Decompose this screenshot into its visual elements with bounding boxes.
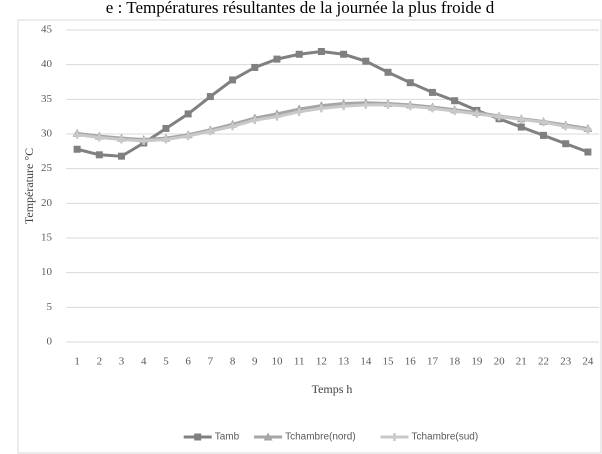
x-tick-label: 5 xyxy=(163,356,169,368)
legend-item: Tamb xyxy=(183,432,240,443)
marker xyxy=(340,50,348,58)
marker xyxy=(273,55,281,63)
marker xyxy=(251,63,259,71)
x-tick-label: 11 xyxy=(294,356,305,368)
y-tick-label: 15 xyxy=(41,232,53,244)
y-tick-label: 0 xyxy=(47,336,53,348)
marker xyxy=(561,122,570,131)
x-tick-label: 19 xyxy=(471,356,483,368)
x-tick-label: 24 xyxy=(582,356,594,368)
marker xyxy=(317,104,326,113)
marker xyxy=(95,151,103,159)
marker xyxy=(539,131,547,139)
marker xyxy=(451,97,459,105)
marker xyxy=(583,125,592,134)
y-tick-label: 25 xyxy=(41,162,53,174)
y-tick-label: 5 xyxy=(47,301,53,313)
marker xyxy=(384,100,393,109)
y-axis-title: Température °C xyxy=(22,148,36,224)
marker xyxy=(73,130,82,139)
x-axis-title: Temps h xyxy=(312,382,353,396)
x-tick-label: 2 xyxy=(97,356,103,368)
y-tick-label: 10 xyxy=(41,266,53,278)
x-tick-label: 17 xyxy=(427,356,439,368)
x-tick-label: 3 xyxy=(119,356,125,368)
marker xyxy=(206,127,215,136)
marker xyxy=(472,109,481,118)
x-tick-label: 7 xyxy=(208,356,214,368)
x-tick-label: 12 xyxy=(316,356,327,368)
x-tick-label: 21 xyxy=(516,356,527,368)
marker xyxy=(339,102,348,111)
marker xyxy=(362,57,370,65)
marker xyxy=(495,112,504,121)
y-tick-label: 45 xyxy=(41,24,53,36)
marker xyxy=(517,123,525,131)
marker xyxy=(161,135,170,144)
marker xyxy=(184,132,193,141)
x-tick-label: 6 xyxy=(185,356,191,368)
series-line xyxy=(76,49,589,158)
x-tick-label: 1 xyxy=(74,356,80,368)
x-tick-label: 18 xyxy=(449,356,461,368)
legend-item: Tchambre(nord) xyxy=(254,432,356,443)
marker xyxy=(406,79,414,87)
chart-frame xyxy=(17,19,602,454)
marker xyxy=(228,122,237,131)
x-tick-label: 20 xyxy=(494,356,506,368)
marker xyxy=(317,47,325,55)
legend-item: Tchambre(sud) xyxy=(380,432,479,443)
x-tick-label: 15 xyxy=(383,356,395,368)
marker xyxy=(295,107,304,116)
marker xyxy=(517,115,526,124)
y-tick-label: 20 xyxy=(41,197,53,209)
marker xyxy=(139,136,148,145)
marker xyxy=(194,433,202,441)
marker xyxy=(562,140,570,148)
x-tick-label: 8 xyxy=(230,356,236,368)
marker xyxy=(406,102,415,111)
marker xyxy=(117,135,126,144)
marker xyxy=(295,50,303,58)
marker xyxy=(263,432,273,441)
marker xyxy=(250,116,259,125)
marker xyxy=(95,133,104,142)
marker xyxy=(184,110,192,118)
legend-label: Tchambre(nord) xyxy=(285,432,356,443)
chart-title: e : Températures résultantes de la journ… xyxy=(106,0,495,17)
marker xyxy=(384,68,392,76)
marker xyxy=(584,148,592,156)
legend-label: Tchambre(sud) xyxy=(412,432,479,443)
marker xyxy=(428,104,437,113)
legend-label: Tamb xyxy=(215,432,240,443)
marker xyxy=(272,112,281,121)
marker xyxy=(118,152,126,160)
marker xyxy=(162,124,170,132)
marker xyxy=(450,107,459,116)
x-tick-label: 9 xyxy=(252,356,258,368)
x-tick-label: 4 xyxy=(141,356,147,368)
x-tick-label: 22 xyxy=(538,356,549,368)
x-tick-label: 13 xyxy=(338,356,350,368)
y-tick-label: 35 xyxy=(41,93,53,105)
marker xyxy=(539,118,548,127)
x-tick-label: 14 xyxy=(360,356,372,368)
x-tick-label: 10 xyxy=(271,356,283,368)
marker xyxy=(73,145,81,153)
marker xyxy=(361,100,370,109)
y-tick-label: 30 xyxy=(41,128,53,140)
marker xyxy=(428,88,436,96)
y-tick-label: 40 xyxy=(41,58,53,70)
x-tick-label: 23 xyxy=(560,356,572,368)
marker xyxy=(390,433,399,441)
x-tick-label: 16 xyxy=(405,356,417,368)
marker xyxy=(229,76,237,84)
marker xyxy=(206,93,214,101)
